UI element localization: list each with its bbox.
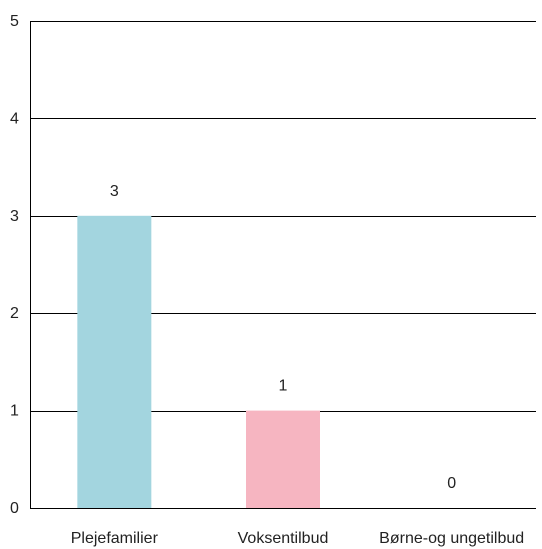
x-category-label-3: Børne-og ungetilbud <box>379 530 524 547</box>
y-tick-label-2: 2 <box>10 305 19 322</box>
data-label-3: 0 <box>447 475 456 492</box>
bars-layer <box>77 215 320 509</box>
y-tick-label-3: 3 <box>10 208 19 225</box>
y-tick-label-4: 4 <box>10 110 19 127</box>
labels-layer: 0 1 2 3 4 5 3 Plejefamilier 1 Voksentilbud 0 Børne-… <box>10 13 524 547</box>
y-tick-label-1: 1 <box>10 403 19 420</box>
data-label-2: 1 <box>279 378 288 395</box>
bar-2 <box>246 410 320 508</box>
bar-1 <box>77 215 152 509</box>
data-label-1: 3 <box>110 183 119 200</box>
x-category-label-2: Voksentilbud <box>238 530 329 547</box>
y-tick-label-0: 0 <box>10 500 19 517</box>
y-tick-label-5: 5 <box>10 13 19 30</box>
x-category-label-1: Plejefamilier <box>71 530 159 547</box>
